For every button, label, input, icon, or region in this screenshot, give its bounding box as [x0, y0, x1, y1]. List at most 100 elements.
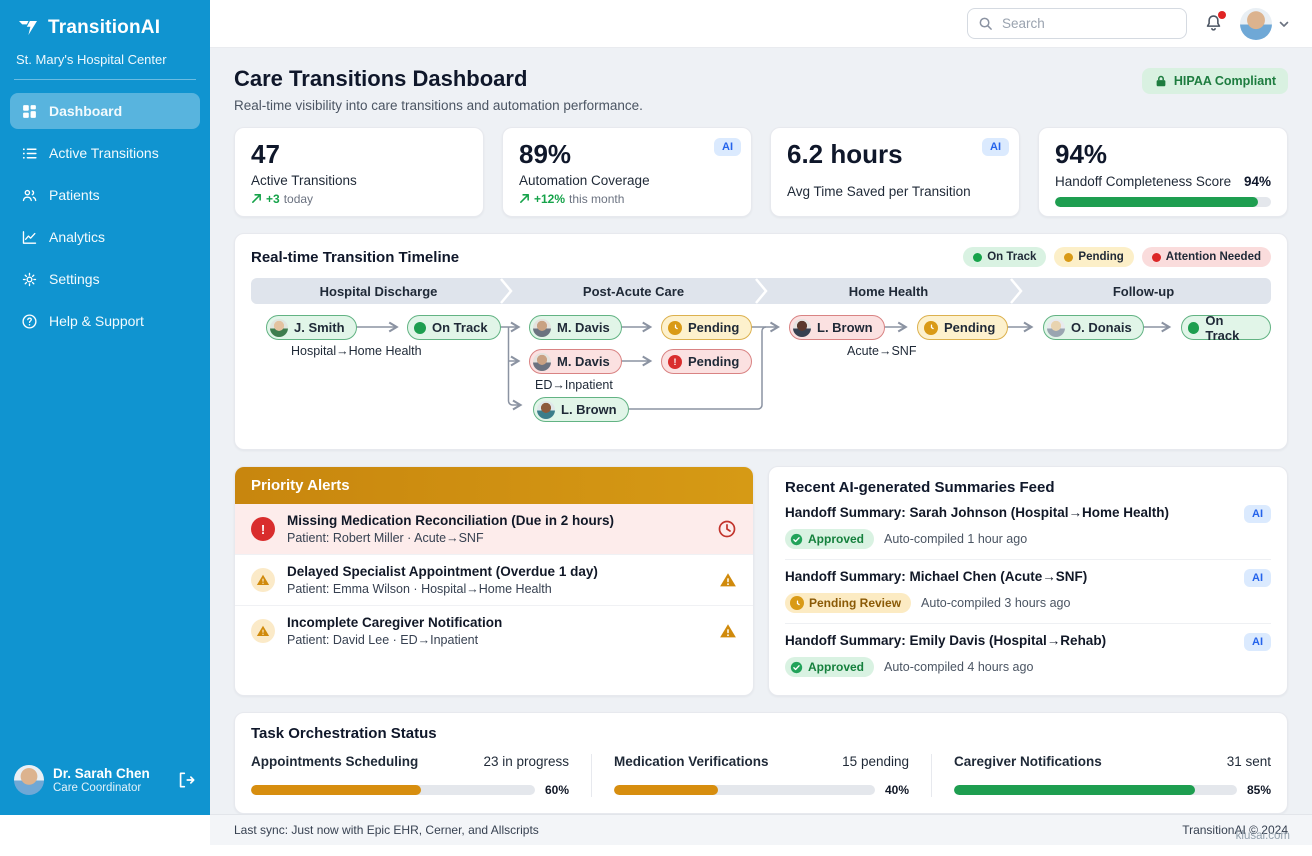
chevron-down-icon[interactable] [1278, 18, 1290, 30]
summary-title: Handoff Summary: Michael Chen (Acute→SNF… [785, 569, 1088, 584]
kpi-delta-suffix: today [283, 191, 314, 206]
stage-hospital-discharge: Hospital Discharge [319, 283, 438, 299]
task-appointments: Appointments Scheduling 23 in progress 6… [251, 754, 591, 797]
sidebar-item-dashboard[interactable]: Dashboard [10, 93, 200, 129]
logout-icon[interactable] [176, 770, 196, 790]
timeline-header: Real-time Transition Timeline On Track P… [251, 247, 1271, 267]
alert-item[interactable]: Delayed Specialist Appointment (Overdue … [235, 554, 753, 605]
sidebar-item-label: Active Transitions [49, 145, 159, 161]
tasks-title: Task Orchestration Status [251, 725, 437, 742]
kpi-automation-coverage: AI 89% Automation Coverage +12% this mon… [502, 127, 752, 217]
alert-item[interactable]: ! Missing Medication Reconciliation (Due… [235, 504, 753, 554]
status-badge-approved: Approved [785, 529, 875, 549]
alert-title: Missing Medication Reconciliation (Due i… [287, 513, 615, 528]
avatar [533, 318, 551, 337]
timeline-node-status[interactable]: ! Pending [661, 349, 753, 374]
sidebar-item-analytics[interactable]: Analytics [10, 219, 200, 255]
kpi-progress-track [1055, 196, 1271, 207]
timeline-node-patient[interactable]: M. Davis [529, 315, 622, 340]
kpi-avg-time-saved: AI 6.2 hours Avg Time Saved per Transiti… [770, 127, 1020, 217]
search-box[interactable] [967, 8, 1187, 39]
warning-triangle-icon [251, 619, 275, 643]
kpi-handoff-completeness: 94% Handoff Completeness Score 94% [1038, 127, 1288, 217]
timeline-node-patient[interactable]: L. Brown [789, 315, 885, 340]
timeline-node-status[interactable]: On Track [407, 315, 501, 340]
chevron-right-icon [754, 278, 768, 304]
settings-icon [20, 270, 38, 288]
hipaa-badge-label: HIPAA Compliant [1173, 74, 1276, 88]
alerts-summaries-row: Priority Alerts ! Missing Medication Rec… [234, 466, 1288, 696]
timeline-node-label: L. Brown [817, 320, 873, 335]
copyright-text: TransitionAI © 2024 [1182, 823, 1288, 837]
kpi-label: Handoff Completeness Score [1055, 173, 1232, 189]
timeline-node-status[interactable]: Pending [917, 315, 1009, 340]
timeline-node-status[interactable]: On Track [1181, 313, 1271, 343]
timeline-node-status[interactable]: Pending [661, 315, 753, 340]
watermark: klusai.com [1235, 829, 1290, 842]
summaries-card: Recent AI-generated Summaries Feed Hando… [768, 466, 1288, 696]
chevron-right-icon [1009, 278, 1023, 304]
alert-circle-icon: ! [668, 354, 682, 369]
summary-item[interactable]: Handoff Summary: Michael Chen (Acute→SNF… [785, 560, 1271, 624]
clock-icon [790, 596, 804, 610]
ai-badge: AI [1244, 633, 1271, 651]
timeline-caption: ED→Inpatient [535, 378, 613, 392]
sidebar-item-settings[interactable]: Settings [10, 261, 200, 297]
alert-title: Delayed Specialist Appointment (Overdue … [287, 564, 598, 579]
ai-badge: AI [1244, 569, 1271, 587]
timeline-node-patient[interactable]: L. Brown [533, 397, 629, 422]
green-dot-icon [414, 321, 426, 334]
task-count: 23 in progress [483, 754, 569, 769]
list-icon [20, 144, 38, 162]
timeline-node-patient[interactable]: M. Davis [529, 349, 622, 374]
timeline-node-patient[interactable]: O. Donais [1043, 315, 1144, 340]
timeline-node-label: J. Smith [294, 320, 345, 335]
sidebar-user: Dr. Sarah Chen Care Coordinator [0, 753, 210, 815]
task-medications: Medication Verifications 15 pending 40% [591, 754, 931, 797]
last-sync-text: Last sync: Just now with Epic EHR, Cerne… [234, 823, 539, 837]
kpi-value: 94% [1055, 139, 1108, 169]
alert-detail: Patient: Emma Wilson · Hospital→Home Hea… [287, 582, 552, 596]
analytics-icon [20, 228, 38, 246]
summary-meta: Auto-compiled 1 hour ago [884, 532, 1028, 546]
sidebar-item-patients[interactable]: Patients [10, 177, 200, 213]
notifications-button[interactable] [1203, 11, 1226, 34]
search-input[interactable] [1000, 15, 1176, 32]
sidebar-item-label: Analytics [49, 229, 106, 245]
legend-on-track: On Track [963, 247, 1047, 267]
kpi-delta: +12% this month [519, 192, 735, 206]
task-progress-track [251, 785, 535, 795]
page-subtitle: Real-time visibility into care transitio… [234, 98, 643, 113]
timeline-node-patient[interactable]: J. Smith [266, 315, 357, 340]
sidebar-divider [14, 79, 196, 80]
summary-item[interactable]: Handoff Summary: Emily Davis (Hospital→R… [785, 624, 1271, 687]
sidebar-item-active-transitions[interactable]: Active Transitions [10, 135, 200, 171]
check-circle-icon [790, 533, 803, 546]
red-dot-icon [1151, 252, 1161, 262]
sidebar-item-label: Dashboard [49, 103, 123, 119]
alert-item[interactable]: Incomplete Caregiver Notification Patien… [235, 605, 753, 656]
task-orchestration-card: Task Orchestration Status Appointments S… [234, 712, 1288, 814]
help-icon [20, 312, 38, 330]
trend-up-icon [519, 193, 530, 204]
kpi-label: Automation Coverage [519, 172, 650, 188]
sidebar-item-help[interactable]: Help & Support [10, 303, 200, 339]
user-role: Care Coordinator [53, 782, 142, 794]
timeline-node-label: M. Davis [557, 354, 610, 369]
profile-avatar[interactable] [1240, 7, 1272, 40]
kpi-value: 89% [519, 139, 572, 169]
task-progress-fill [251, 785, 422, 795]
priority-alerts-card: Priority Alerts ! Missing Medication Rec… [234, 466, 754, 696]
clock-icon [924, 320, 938, 335]
summary-meta: Auto-compiled 4 hours ago [884, 660, 1034, 674]
kpi-delta-value: +12% [534, 191, 566, 206]
sidebar-item-label: Settings [49, 271, 100, 287]
kpi-value: 6.2 hours [787, 139, 903, 169]
summary-item[interactable]: Handoff Summary: Sarah Johnson (Hospital… [785, 496, 1271, 560]
stage-follow-up: Follow-up [1112, 283, 1175, 299]
timeline-node-label: O. Donais [1071, 320, 1132, 335]
ai-badge: AI [1244, 505, 1271, 523]
warning-triangle-icon [719, 622, 737, 640]
kpi-progress-fill [1055, 196, 1259, 207]
timeline-card: Real-time Transition Timeline On Track P… [234, 233, 1288, 450]
